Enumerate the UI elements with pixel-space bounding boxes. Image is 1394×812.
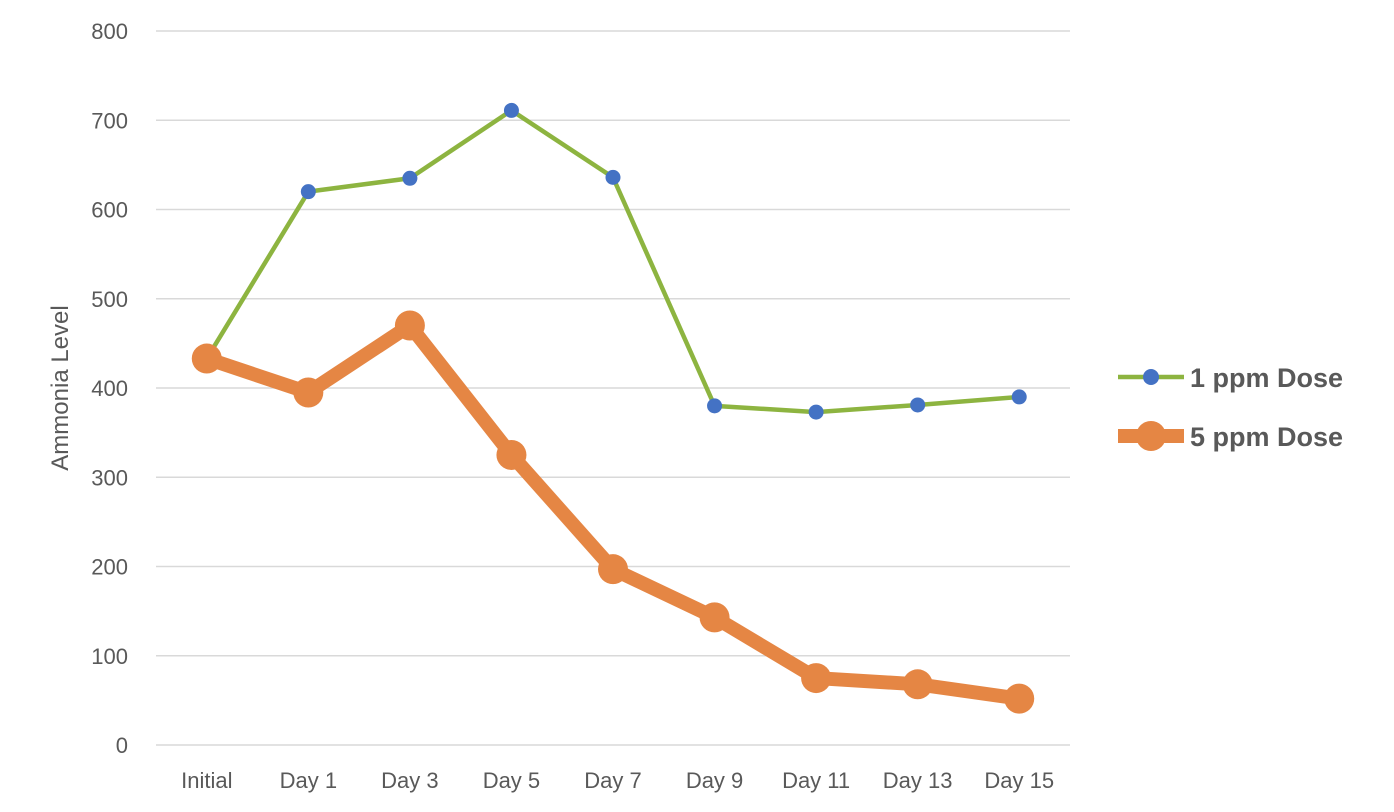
legend-item: 5 ppm Dose (1118, 421, 1343, 452)
y-tick-label: 700 (91, 108, 128, 133)
x-tick-label: Day 7 (584, 768, 641, 793)
data-point (191, 343, 222, 374)
data-point (503, 102, 519, 118)
series-line (199, 318, 1027, 706)
x-tick-label: Day 1 (280, 768, 337, 793)
y-tick-label: 200 (91, 555, 128, 580)
x-tick-label: Day 13 (883, 768, 953, 793)
legend: 1 ppm Dose 5 ppm Dose (1118, 363, 1343, 452)
series-0 (204, 102, 1027, 420)
y-tick-label: 600 (91, 198, 128, 223)
y-tick-label: 500 (91, 287, 128, 312)
data-point (394, 310, 425, 341)
y-tick-label: 400 (91, 376, 128, 401)
legend-label: 1 ppm Dose (1190, 363, 1343, 393)
y-tick-label: 300 (91, 465, 128, 490)
legend-marker (1143, 369, 1159, 385)
y-axis-ticks: 0 100 200 300 400 500 600 700 800 (91, 19, 128, 758)
series-layer (191, 102, 1035, 714)
data-point (598, 554, 628, 585)
data-point (699, 602, 730, 633)
data-point (808, 404, 824, 420)
series-line (204, 108, 1022, 415)
legend-item: 1 ppm Dose (1118, 363, 1343, 393)
data-point (910, 397, 926, 413)
y-tick-label: 800 (91, 19, 128, 44)
x-tick-label: Day 9 (686, 768, 743, 793)
y-tick-label: 100 (91, 644, 128, 669)
data-point (902, 669, 933, 700)
x-tick-label: Day 15 (984, 768, 1054, 793)
data-point (300, 184, 316, 200)
data-point (1011, 389, 1027, 405)
data-point (707, 398, 723, 414)
series-1 (191, 310, 1035, 714)
x-tick-label: Day 5 (483, 768, 540, 793)
x-tick-label: Initial (181, 768, 232, 793)
y-tick-label: 0 (116, 733, 128, 758)
x-tick-label: Day 3 (381, 768, 438, 793)
data-point (605, 169, 621, 185)
y-axis-title: Ammonia Level (47, 305, 74, 470)
data-point (402, 170, 418, 186)
x-tick-label: Day 11 (782, 768, 850, 793)
x-axis-ticks: Initial Day 1 Day 3 Day 5 Day 7 Day 9 Day 11 Da… (181, 768, 1054, 793)
data-point (496, 439, 527, 470)
data-point (1004, 683, 1035, 714)
data-point (293, 377, 324, 408)
legend-label: 5 ppm Dose (1190, 422, 1343, 452)
data-point (801, 663, 832, 694)
legend-marker (1136, 421, 1166, 451)
